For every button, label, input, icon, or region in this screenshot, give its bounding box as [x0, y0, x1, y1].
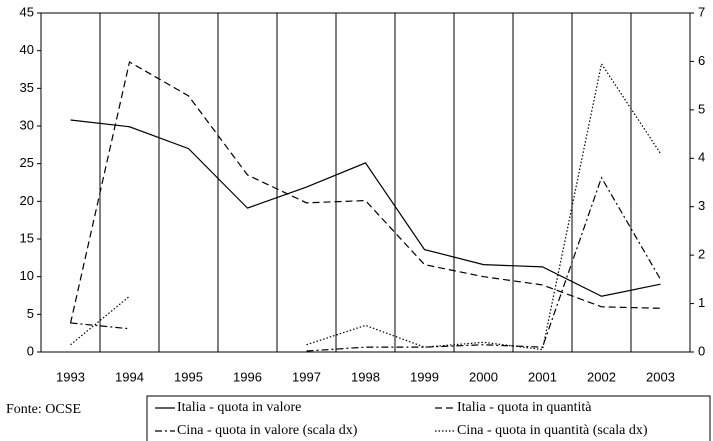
series-line: [69, 61, 661, 324]
y-tick-label: 20: [20, 193, 34, 208]
plot-frame: [40, 12, 691, 353]
source-note: Fonte: OCSE: [6, 402, 81, 417]
x-tick-label: 2001: [528, 369, 557, 384]
y-tick-label: 35: [20, 80, 34, 95]
y-tick-label: 25: [20, 155, 34, 170]
x-tick-label: 1999: [410, 369, 439, 384]
x-tick-label: 1996: [233, 369, 262, 384]
y2-tick-label: 7: [698, 4, 705, 19]
y2-tick-label: 5: [698, 101, 705, 116]
x-tick-label: 2002: [587, 369, 616, 384]
legend-label: Cina - quota in valore (scala dx): [177, 423, 358, 438]
x-tick-label: 1994: [115, 369, 144, 384]
series-line: [70, 176, 662, 352]
y2-tick-label: 1: [698, 295, 705, 310]
x-tick-label: 1998: [351, 369, 380, 384]
legend-box: [146, 395, 711, 441]
series-line: [70, 119, 661, 297]
y-tick-label: 40: [20, 42, 34, 57]
y-tick-label: 45: [20, 4, 34, 19]
x-tick-label: 1997: [292, 369, 321, 384]
x-tick-label: 1993: [56, 369, 85, 384]
x-tick-label: 2000: [469, 369, 498, 384]
y2-tick-label: 4: [698, 150, 705, 165]
series-line: [70, 62, 662, 351]
y-tick-label: 5: [27, 306, 34, 321]
y-tick-label: 0: [27, 343, 34, 358]
y2-tick-label: 2: [698, 247, 705, 262]
legend-label: Italia - quota in valore: [177, 400, 301, 415]
y2-tick-label: 6: [698, 53, 705, 68]
y-tick-label: 10: [20, 268, 34, 283]
legend-label: Cina - quota in quantità (scala dx): [457, 423, 648, 438]
legend-label: Italia - quota in quantità: [457, 400, 592, 415]
x-tick-label: 2003: [646, 369, 675, 384]
x-tick-label: 1995: [174, 369, 203, 384]
y2-tick-label: 0: [698, 343, 705, 358]
y-tick-label: 30: [20, 117, 34, 132]
y2-tick-label: 3: [698, 198, 705, 213]
y-tick-label: 15: [20, 230, 34, 245]
